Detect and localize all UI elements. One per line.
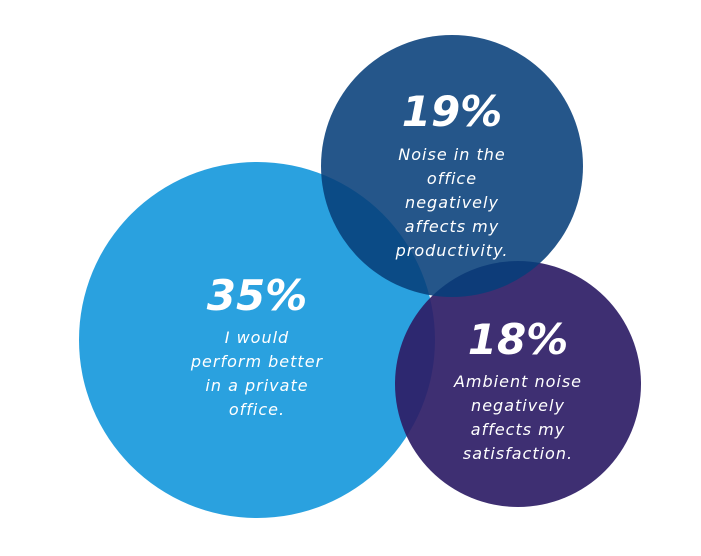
description-line-35: I would (225, 328, 289, 347)
description-line-18: satisfaction. (463, 444, 573, 463)
bubble-35 (79, 162, 435, 518)
description-line-19: productivity. (395, 241, 509, 260)
description-line-19: affects my (405, 217, 499, 236)
value-label-35: 35% (207, 271, 308, 320)
description-line-18: negatively (471, 396, 565, 415)
description-line-19: negatively (405, 193, 499, 212)
value-label-18: 18% (468, 315, 569, 364)
description-line-35: perform better (190, 352, 324, 371)
value-label-19: 19% (402, 87, 503, 136)
description-line-19: office (427, 169, 477, 188)
bubbles (79, 35, 641, 518)
description-line-19: Noise in the (398, 145, 505, 164)
bubble-19 (321, 35, 583, 297)
description-line-35: office. (229, 400, 285, 419)
description-line-18: Ambient noise (453, 372, 582, 391)
bubble-labels: 35% I would perform better in a private offi… (190, 87, 582, 463)
description-line-35: in a private (205, 376, 308, 395)
bubble-18 (395, 261, 641, 507)
description-line-18: affects my (471, 420, 565, 439)
